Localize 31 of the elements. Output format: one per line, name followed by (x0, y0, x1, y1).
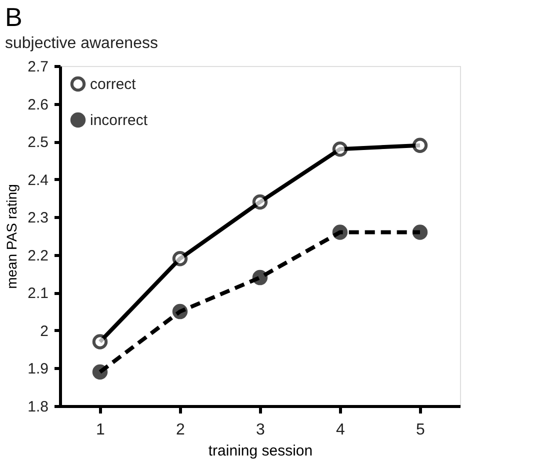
legend-label: incorrect (90, 112, 148, 129)
legend-label: correct (90, 76, 137, 93)
y-tick-label: 2.6 (28, 96, 48, 114)
point (252, 194, 268, 210)
y-tick-label: 2.3 (28, 210, 48, 227)
x-tick-label: 2 (176, 422, 186, 438)
point (412, 224, 428, 240)
point (172, 304, 188, 320)
point (252, 270, 268, 286)
chart-subtitle: subjective awareness (5, 35, 158, 52)
y-tick-label: 2.5 (28, 134, 48, 152)
point (332, 142, 348, 157)
x-tick-label: 1 (96, 422, 106, 438)
x-axis-title: training session (208, 442, 313, 460)
point (332, 224, 348, 240)
point (412, 138, 428, 153)
y-axis-title: mean PAS rating (4, 184, 20, 289)
y-tick-label: 2 (40, 322, 48, 340)
y-tick-label: 1.9 (28, 360, 48, 378)
x-tick-label: 3 (256, 422, 266, 438)
x-tick-label: 4 (336, 422, 346, 438)
y-tick-label: 1.8 (28, 398, 48, 416)
point (172, 251, 188, 266)
point (92, 364, 108, 380)
y-tick-label: 2.7 (28, 58, 48, 76)
y-tick-label: 2.4 (28, 172, 48, 189)
y-tick-label: 2.2 (28, 247, 48, 264)
x-tick-label: 5 (416, 422, 426, 438)
chart-title: B (5, 2, 22, 32)
y-tick-label: 2.1 (28, 285, 48, 302)
point (92, 334, 108, 350)
